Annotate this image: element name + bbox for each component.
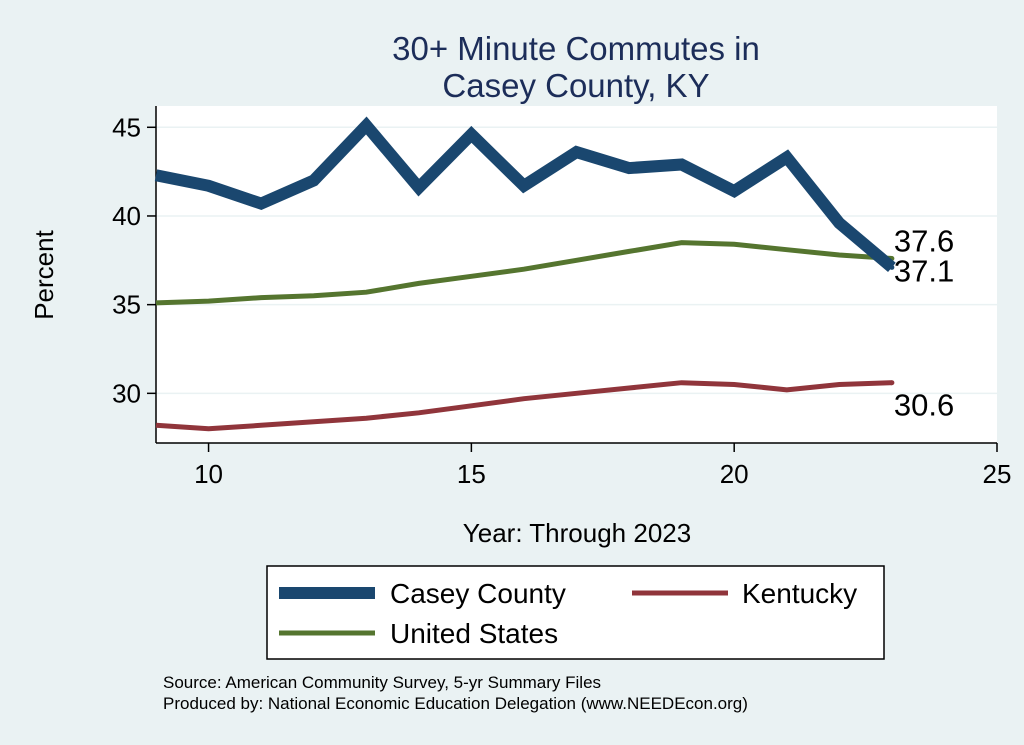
end-label-united-states: 37.6 <box>894 224 954 259</box>
end-point-casey-county <box>889 264 895 270</box>
y-axis-ticks: 30 35 40 45 <box>112 112 156 408</box>
y-tick-label-30: 30 <box>112 378 141 408</box>
x-tick-label-20: 20 <box>720 459 749 489</box>
plot-area <box>156 106 997 443</box>
series-line-casey-county <box>154 116 896 272</box>
legend-label-united-states: United States <box>390 618 558 649</box>
end-label-casey-county: 37.1 <box>894 253 954 288</box>
x-axis-title: Year: Through 2023 <box>463 518 691 548</box>
x-axis-ticks: 10 15 20 25 <box>194 443 1011 489</box>
source-note: Source: American Community Survey, 5-yr … <box>163 673 601 692</box>
produced-by-note: Produced by: National Economic Education… <box>163 694 748 713</box>
y-tick-label-40: 40 <box>112 201 141 231</box>
y-tick-label-45: 45 <box>112 112 141 142</box>
legend-label-kentucky: Kentucky <box>742 578 857 609</box>
x-tick-label-15: 15 <box>457 459 486 489</box>
end-point-kentucky <box>889 380 895 386</box>
legend: Casey County Kentucky United States <box>266 565 885 660</box>
legend-box <box>266 565 885 660</box>
series-lines <box>154 116 896 432</box>
x-tick-label-25: 25 <box>983 459 1012 489</box>
series-line-kentucky <box>155 380 892 432</box>
legend-label-casey-county: Casey County <box>390 578 566 609</box>
x-tick-label-10: 10 <box>194 459 223 489</box>
series-line-united-states <box>155 240 893 306</box>
chart-title-line-1: 30+ Minute Commutes in <box>392 30 760 67</box>
end-label-kentucky: 30.6 <box>894 388 954 423</box>
y-axis-title: Percent <box>29 229 59 319</box>
chart-title-line-2: Casey County, KY <box>442 67 709 104</box>
end-labels: 37.1 30.6 37.6 <box>894 224 954 423</box>
y-tick-label-35: 35 <box>112 290 141 320</box>
